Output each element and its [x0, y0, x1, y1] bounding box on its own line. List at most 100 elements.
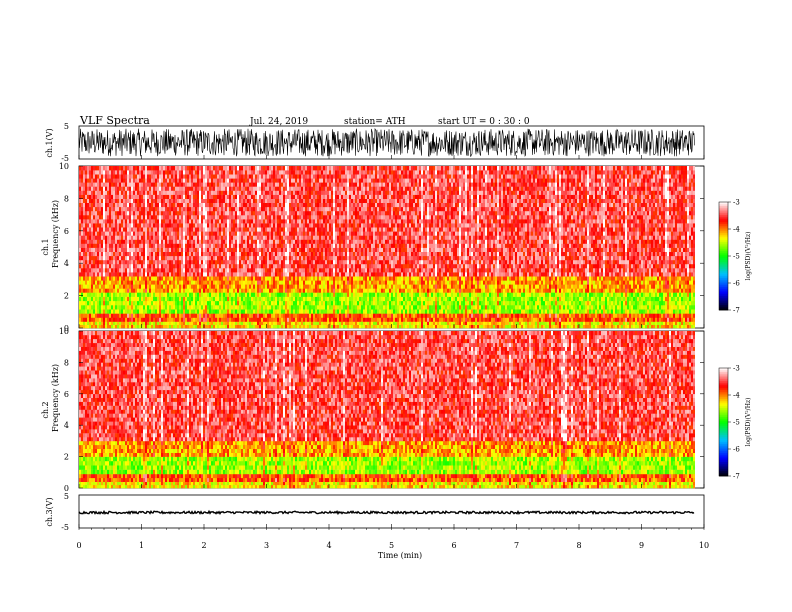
ch1-spectrogram-cell — [79, 210, 81, 216]
ch1-spectrogram-cell — [111, 263, 113, 269]
ch1-spectrogram-cell — [145, 235, 147, 240]
ch1-spectrogram-cell — [327, 276, 329, 281]
ch1-spectrogram-cell — [235, 202, 237, 208]
ch1-spectrogram-cell — [137, 166, 139, 171]
ch1-spectrogram-cell — [119, 178, 121, 183]
ch1-spectrogram-cell — [269, 239, 271, 244]
ch1-spectrogram-cell — [163, 202, 165, 208]
ch1-spectrogram-cell — [197, 255, 199, 261]
ch1-spectrogram-cell — [157, 190, 159, 195]
ch1-spectrogram-cell — [201, 255, 203, 261]
ch1-spectrogram-cell — [103, 292, 105, 297]
ch1-spectrogram-cell — [155, 272, 157, 277]
ch1-spectrogram-cell — [313, 305, 315, 310]
ch1-spectrogram-cell — [153, 292, 155, 297]
ch1-spectrogram-cell — [227, 305, 229, 310]
ch1-spectrogram-cell — [107, 296, 109, 302]
ch1-spectrogram-cell — [305, 300, 307, 306]
ch1-spectrogram-cell — [299, 190, 301, 195]
ch1-spectrogram-cell — [287, 263, 289, 269]
ch1-spectrogram-cell — [275, 206, 277, 212]
ch1-spectrogram-cell — [253, 263, 255, 269]
ch1-spectrogram-cell — [255, 255, 257, 261]
ch1-spectrogram-cell — [117, 219, 119, 224]
ch1-spectrogram-cell — [185, 182, 187, 187]
ch1-spectrogram-cell — [79, 324, 81, 329]
ch1-spectrogram-cell — [87, 243, 89, 248]
ch1-spectrogram-cell — [231, 300, 233, 306]
ch1-spectrogram-cell — [145, 182, 147, 187]
ch1-spectrogram-cell — [319, 202, 321, 208]
ch1-spectrogram-cell — [255, 292, 257, 297]
ch1-spectrogram-cell — [267, 223, 269, 228]
ch1-spectrogram-cell — [99, 305, 101, 310]
ch1-spectrogram-cell — [129, 170, 131, 175]
ch1-spectrogram-cell — [99, 206, 101, 212]
ch1-spectrogram-cell — [153, 170, 155, 175]
ch1-spectrogram-cell — [319, 296, 321, 302]
ch1-spectrogram-cell — [263, 215, 265, 220]
ch1-spectrogram-cell — [299, 166, 301, 171]
ch1-spectrogram-cell — [241, 324, 243, 329]
ch1-spectrogram-cell — [259, 309, 261, 314]
ch1-spectrogram-cell — [113, 194, 115, 199]
ch1-spectrogram-cell — [83, 268, 85, 273]
ch1-spectrogram-cell — [165, 215, 167, 220]
ch1-spectrogram-cell — [177, 182, 179, 187]
ch1-spectrogram-cell — [245, 190, 247, 195]
ch1-spectrogram-cell — [179, 276, 181, 281]
ch1-spectrogram-cell — [323, 259, 325, 265]
ch1-spectrogram-cell — [123, 210, 125, 216]
ch1-spectrogram-cell — [199, 313, 201, 318]
ch1-spectrogram-cell — [173, 272, 175, 277]
ch1-spectrogram-cell — [173, 309, 175, 314]
ch1-spectrogram-cell — [91, 210, 93, 216]
ch1-spectrogram-cell — [295, 198, 297, 203]
ch1-spectrogram-cell — [299, 182, 301, 187]
ch1-spectrogram-cell — [237, 227, 239, 232]
ch1-spectrogram-cell — [295, 182, 297, 187]
ch1-spectrogram-cell — [143, 280, 145, 285]
ch1-spectrogram-cell — [271, 178, 273, 183]
ch1-spectrogram-cell — [281, 166, 283, 171]
ch1-spectrogram-cell — [159, 317, 161, 322]
ch1-spectrogram-cell — [157, 170, 159, 175]
ch1-spectrogram-cell — [325, 206, 327, 212]
ch1-spectrogram-cell — [139, 198, 141, 203]
ch1-spectrogram-cell — [261, 231, 263, 236]
ch1-spectrogram-cell — [83, 231, 85, 236]
ch1-spectrogram-cell — [83, 227, 85, 232]
ch1-spectrogram-cell — [105, 198, 107, 203]
ch1-spectrogram-cell — [185, 202, 187, 208]
ch1-spectrogram-cell — [249, 263, 251, 269]
ch1-spectrogram-cell — [171, 309, 173, 314]
ch1-spectrogram-cell — [117, 202, 119, 208]
ch1-spectrogram-cell — [299, 263, 301, 269]
ch1-spectrogram-cell — [147, 210, 149, 216]
ch1-spectrogram-cell — [119, 276, 121, 281]
ch1-spectrogram-cell — [203, 321, 205, 325]
ch1-spectrogram-cell — [169, 215, 171, 220]
ch1-spectrogram-cell — [171, 202, 173, 208]
ch1-spectrogram-cell — [159, 313, 161, 318]
ch1-spectrogram-cell — [99, 309, 101, 314]
ch1-spectrogram-cell — [163, 292, 165, 297]
ch1-spectrogram-cell — [225, 215, 227, 220]
ch1-spectrogram-cell — [105, 231, 107, 236]
ch1-spectrogram-cell — [181, 247, 183, 252]
ch1-spectrogram-cell — [303, 223, 305, 228]
ch1-spectrogram-cell — [161, 170, 163, 175]
ch1-spectrogram-cell — [303, 276, 305, 281]
ch1-spectrogram-cell — [227, 223, 229, 228]
ch1-spectrogram-cell — [231, 202, 233, 208]
ch1-spectrogram-cell — [243, 182, 245, 187]
ch1-spectrogram-cell — [199, 280, 201, 285]
ch1-spectrogram-cell — [327, 231, 329, 236]
ch1-spectrogram-cell — [267, 272, 269, 277]
ch1-spectrogram-cell — [215, 305, 217, 310]
ch1-spectrogram-cell — [199, 166, 201, 171]
ch1-spectrogram-cell — [243, 259, 245, 265]
ch1-spectrogram-cell — [135, 182, 137, 187]
ch1-spectrogram-cell — [193, 206, 195, 212]
ch1-spectrogram-cell — [167, 194, 169, 199]
